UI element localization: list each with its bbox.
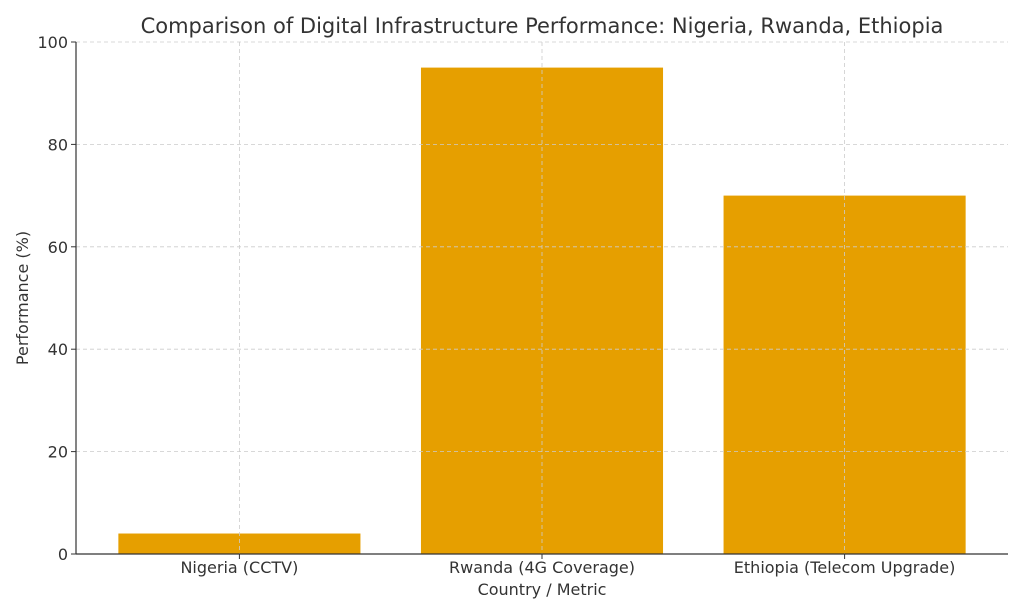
y-tick-label: 20 <box>48 443 68 462</box>
x-tick-label: Nigeria (CCTV) <box>180 558 298 577</box>
y-tick-label: 100 <box>37 33 68 52</box>
x-ticks: Nigeria (CCTV) Rwanda (4G Coverage) Ethiop… <box>180 554 955 577</box>
grid-overlay <box>76 41 1008 555</box>
y-tick-label: 0 <box>58 545 68 564</box>
x-tick-label: Ethiopia (Telecom Upgrade) <box>734 558 956 577</box>
x-axis-label: Country / Metric <box>478 580 607 599</box>
y-tick-label: 60 <box>48 238 68 257</box>
y-tick-label: 80 <box>48 135 68 154</box>
y-ticks: 0 20 40 60 80 100 <box>37 33 76 564</box>
x-tick-label: Rwanda (4G Coverage) <box>449 558 635 577</box>
y-axis-label: Performance (%) <box>13 231 32 365</box>
y-tick-label: 40 <box>48 340 68 359</box>
bar <box>118 533 361 554</box>
chart-title: Comparison of Digital Infrastructure Per… <box>141 14 944 38</box>
